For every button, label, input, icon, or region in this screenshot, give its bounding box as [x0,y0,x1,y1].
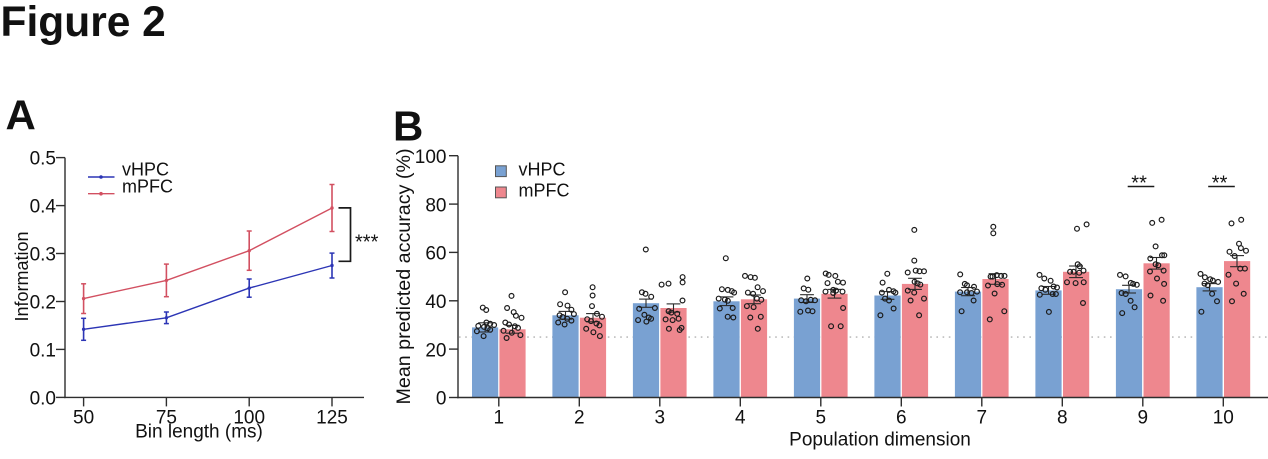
svg-text:***: *** [355,232,379,254]
svg-text:Information: Information [12,231,32,321]
svg-text:mPFC: mPFC [519,181,570,201]
svg-text:6: 6 [896,408,907,429]
svg-text:Bin length (ms): Bin length (ms) [135,422,263,443]
svg-text:60: 60 [425,244,446,265]
svg-text:20: 20 [425,340,446,361]
svg-text:Mean predicted accuracy (%): Mean predicted accuracy (%) [393,148,415,404]
svg-text:75: 75 [156,408,177,429]
svg-text:mPFC: mPFC [122,177,173,197]
svg-text:125: 125 [316,408,348,429]
svg-text:Population dimension: Population dimension [789,430,971,451]
svg-text:10: 10 [1213,408,1234,429]
svg-text:50: 50 [73,408,94,429]
svg-text:100: 100 [233,408,265,429]
svg-text:vHPC: vHPC [519,160,566,180]
svg-text:2: 2 [574,408,585,429]
svg-text:1: 1 [494,408,505,429]
svg-text:B: B [393,103,423,150]
svg-text:100: 100 [415,147,447,168]
svg-text:80: 80 [425,195,446,216]
svg-text:4: 4 [735,408,746,429]
svg-text:0.3: 0.3 [30,245,56,266]
svg-text:A: A [6,92,36,139]
svg-text:vHPC: vHPC [122,160,169,180]
svg-text:3: 3 [655,408,666,429]
svg-text:0.2: 0.2 [30,293,56,314]
svg-text:0.5: 0.5 [30,149,56,170]
svg-text:0.1: 0.1 [30,340,56,361]
svg-text:7: 7 [977,408,988,429]
svg-text:5: 5 [816,408,827,429]
svg-text:Figure 2: Figure 2 [1,0,166,46]
svg-text:**: ** [1212,173,1228,195]
svg-text:8: 8 [1057,408,1068,429]
svg-text:0: 0 [436,389,447,410]
svg-text:9: 9 [1138,408,1149,429]
svg-text:40: 40 [425,292,446,313]
svg-text:0.0: 0.0 [30,388,56,409]
svg-text:**: ** [1131,173,1147,195]
svg-text:0.4: 0.4 [30,197,57,218]
